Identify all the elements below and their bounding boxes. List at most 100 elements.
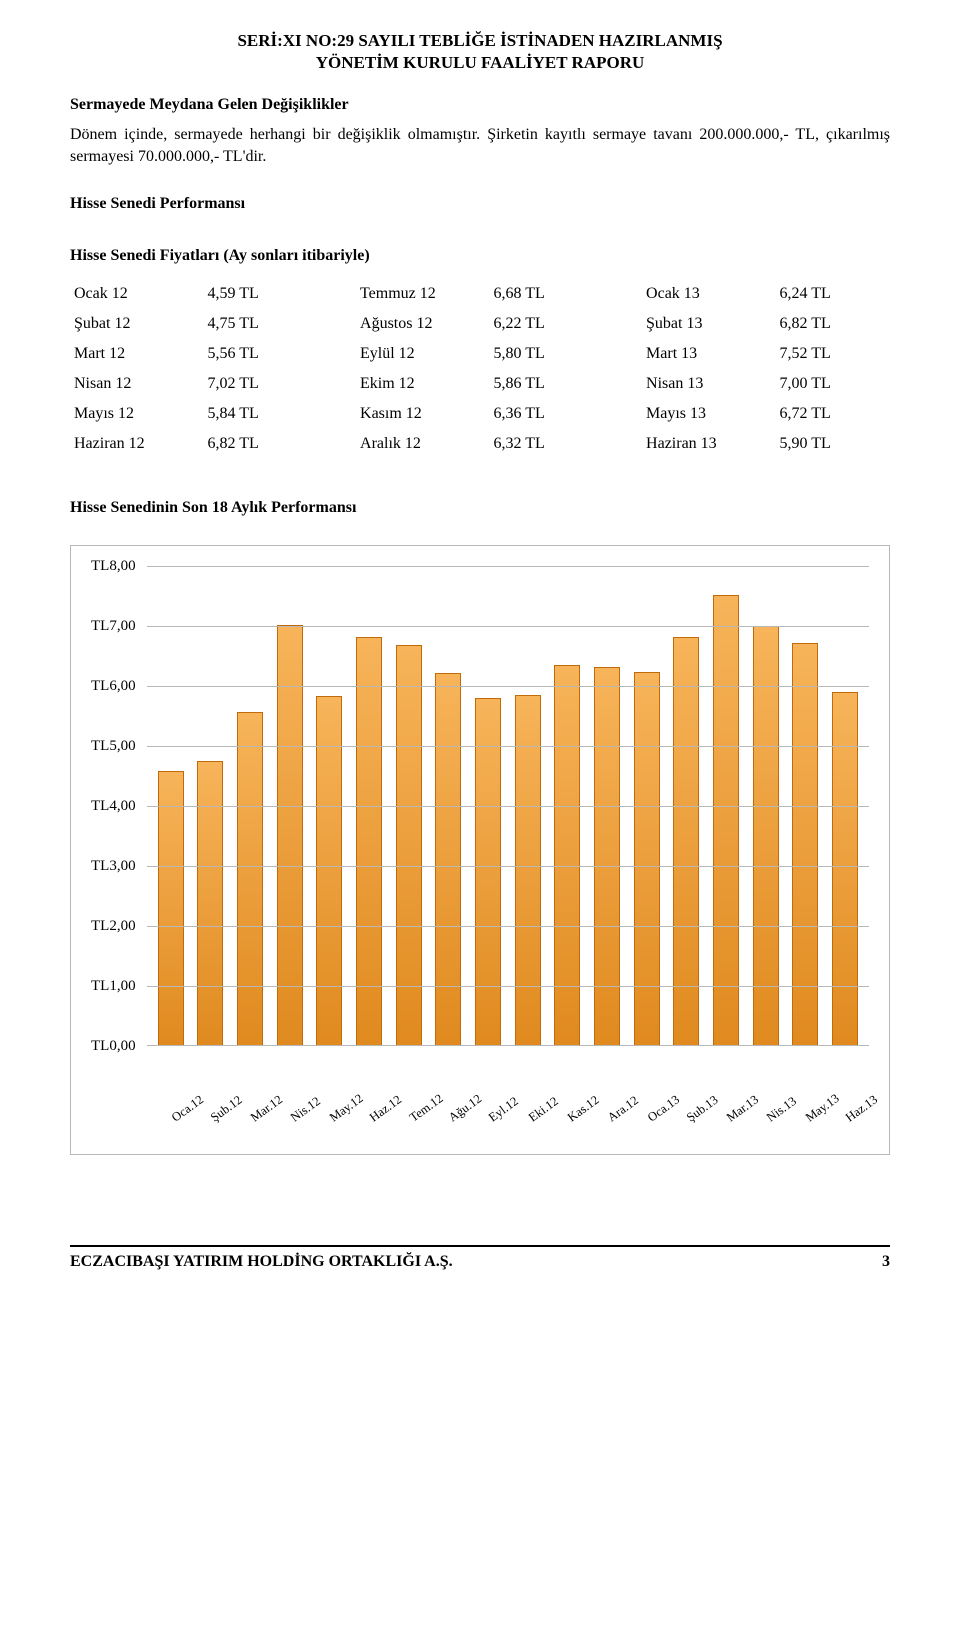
x-tick-label: Şub.13	[684, 1098, 714, 1125]
x-tick-label: Oca.13	[645, 1098, 675, 1125]
table-gap	[318, 369, 356, 399]
gridline	[147, 746, 869, 747]
page-footer: ECZACIBAŞI YATIRIM HOLDİNG ORTAKLIĞI A.Ş…	[70, 1245, 890, 1271]
table-cell: 6,72 TL	[776, 399, 890, 429]
gridline	[147, 566, 869, 567]
chart-container: TL8,00TL7,00TL6,00TL5,00TL4,00TL3,00TL2,…	[70, 545, 890, 1155]
chart-x-axis: Oca.12Şub.12Mar.12Nis.12May.12Haz.12Tem.…	[147, 1046, 869, 1067]
x-tick-label: Nis.13	[764, 1098, 794, 1125]
table-gap	[318, 309, 356, 339]
table-cell: 5,56 TL	[203, 339, 317, 369]
gridline	[147, 986, 869, 987]
header-line-1: SERİ:XI NO:29 SAYILI TEBLİĞE İSTİNADEN H…	[237, 31, 722, 50]
table-cell: Haziran 13	[642, 429, 775, 459]
table-gap	[604, 339, 642, 369]
table-cell: Şubat 12	[70, 309, 203, 339]
table-cell: 7,02 TL	[203, 369, 317, 399]
table-row: Şubat 124,75 TLAğustos 126,22 TLŞubat 13…	[70, 309, 890, 339]
gridline	[147, 926, 869, 927]
table-cell: 5,90 TL	[776, 429, 890, 459]
table-cell: 6,82 TL	[203, 429, 317, 459]
table-gap	[604, 369, 642, 399]
table-gap	[604, 399, 642, 429]
header-line-2: YÖNETİM KURULU FAALİYET RAPORU	[316, 53, 645, 72]
chart-y-axis: TL8,00TL7,00TL6,00TL5,00TL4,00TL3,00TL2,…	[91, 566, 147, 1046]
table-cell: 6,82 TL	[776, 309, 890, 339]
table-cell: Mayıs 13	[642, 399, 775, 429]
x-tick-label: May.13	[803, 1098, 833, 1125]
x-tick-label: Haz.12	[367, 1098, 397, 1125]
table-cell: 6,36 TL	[490, 399, 604, 429]
table-cell: Ocak 12	[70, 279, 203, 309]
table-cell: 6,22 TL	[490, 309, 604, 339]
table-cell: 5,80 TL	[490, 339, 604, 369]
chart-bar	[475, 698, 501, 1045]
footer-company: ECZACIBAŞI YATIRIM HOLDİNG ORTAKLIĞI A.Ş…	[70, 1253, 453, 1271]
x-tick-label: Ara.12	[605, 1098, 635, 1125]
chart-bar	[237, 712, 263, 1045]
table-cell: Nisan 13	[642, 369, 775, 399]
x-tick-label: Oca.12	[169, 1098, 199, 1125]
chart-bar	[713, 595, 739, 1045]
section-title-changes: Sermayede Meydana Gelen Değişiklikler	[70, 96, 890, 114]
table-row: Mayıs 125,84 TLKasım 126,36 TLMayıs 136,…	[70, 399, 890, 429]
table-gap	[318, 429, 356, 459]
gridline	[147, 806, 869, 807]
table-gap	[318, 279, 356, 309]
footer-page-number: 3	[882, 1253, 890, 1271]
chart-bar	[435, 673, 461, 1045]
chart-bar	[316, 696, 342, 1046]
table-gap	[318, 339, 356, 369]
table-cell: 4,75 TL	[203, 309, 317, 339]
gridline	[147, 686, 869, 687]
table-gap	[604, 279, 642, 309]
chart-bar	[634, 672, 660, 1046]
x-tick-label: May.12	[327, 1098, 357, 1125]
table-gap	[604, 429, 642, 459]
table-gap	[318, 399, 356, 429]
x-tick-label: Şub.12	[208, 1098, 238, 1125]
table-cell: 5,84 TL	[203, 399, 317, 429]
table-cell: Ekim 12	[356, 369, 489, 399]
x-tick-label: Ağu.12	[446, 1098, 476, 1125]
table-cell: Temmuz 12	[356, 279, 489, 309]
gridline	[147, 626, 869, 627]
chart-bar	[515, 695, 541, 1046]
table-cell: Eylül 12	[356, 339, 489, 369]
x-tick-label: Nis.12	[288, 1098, 318, 1125]
table-row: Ocak 124,59 TLTemmuz 126,68 TLOcak 136,2…	[70, 279, 890, 309]
x-tick-label: Tem.12	[407, 1098, 437, 1125]
table-cell: Mart 13	[642, 339, 775, 369]
price-table: Ocak 124,59 TLTemmuz 126,68 TLOcak 136,2…	[70, 279, 890, 459]
table-cell: Şubat 13	[642, 309, 775, 339]
table-cell: 6,24 TL	[776, 279, 890, 309]
chart-bar	[673, 637, 699, 1045]
table-cell: 6,32 TL	[490, 429, 604, 459]
x-tick-label: Eki.12	[526, 1098, 556, 1125]
chart-bar	[554, 665, 580, 1046]
price-table-title: Hisse Senedi Fiyatları (Ay sonları itiba…	[70, 247, 890, 265]
table-row: Mart 125,56 TL Eylül 125,80 TL Mart 137,52…	[70, 339, 890, 369]
table-cell: 4,59 TL	[203, 279, 317, 309]
table-cell: Nisan 12	[70, 369, 203, 399]
table-cell: Mart 12	[70, 339, 203, 369]
paragraph-changes: Dönem içinde, sermayede herhangi bir değ…	[70, 124, 890, 167]
chart-bar	[594, 667, 620, 1045]
table-row: Nisan 127,02 TLEkim 125,86 TLNisan 137,0…	[70, 369, 890, 399]
chart-plot-area	[147, 566, 869, 1046]
table-cell: 7,00 TL	[776, 369, 890, 399]
chart-bar	[356, 637, 382, 1045]
chart-title: Hisse Senedinin Son 18 Aylık Performansı	[70, 499, 890, 517]
table-cell: Haziran 12	[70, 429, 203, 459]
chart-bar	[158, 771, 184, 1046]
table-gap	[604, 309, 642, 339]
x-tick-label: Mar.13	[724, 1098, 754, 1125]
gridline	[147, 866, 869, 867]
table-cell: 6,68 TL	[490, 279, 604, 309]
section-title-performance: Hisse Senedi Performansı	[70, 195, 890, 213]
x-tick-label: Haz.13	[843, 1098, 873, 1125]
chart-bar	[197, 761, 223, 1045]
document-header: SERİ:XI NO:29 SAYILI TEBLİĞE İSTİNADEN H…	[70, 30, 890, 74]
chart-bar	[753, 626, 779, 1045]
table-cell: 7,52 TL	[776, 339, 890, 369]
